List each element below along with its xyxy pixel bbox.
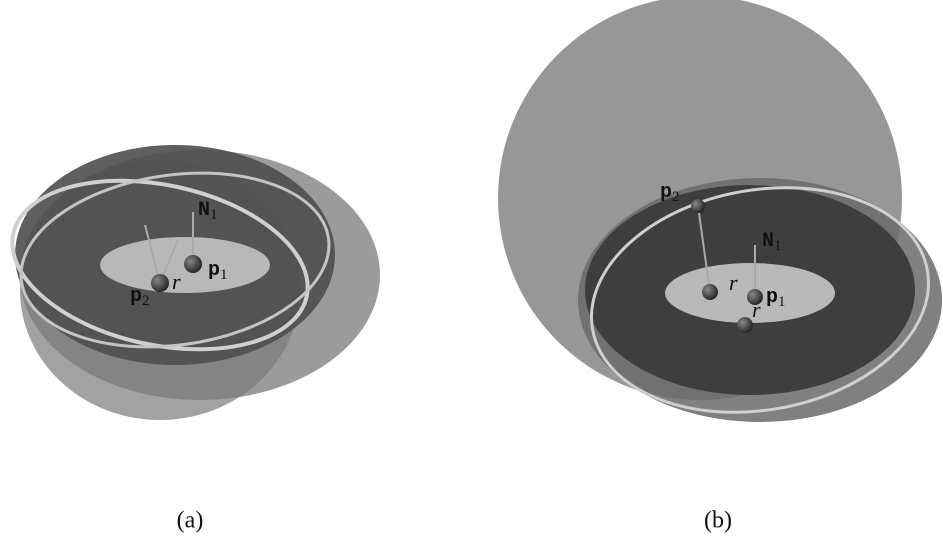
point-label: r <box>752 297 761 322</box>
label-base: r <box>172 269 181 294</box>
label-subscript: 1 <box>778 294 786 310</box>
label-base: p <box>208 259 220 282</box>
label-subscript: 2 <box>672 189 680 205</box>
panel-caption: (b) <box>704 508 732 534</box>
label-subscript: 1 <box>220 267 228 283</box>
label-base: p <box>766 286 778 309</box>
label-subscript: 1 <box>774 238 782 254</box>
point-label: r <box>172 269 181 294</box>
panel-b-render <box>498 0 943 438</box>
panel-a-render <box>0 145 380 420</box>
label-base: r <box>752 297 761 322</box>
label-subscript: 2 <box>142 293 150 309</box>
label-base: p <box>660 181 672 204</box>
point-label: r <box>729 270 738 295</box>
label-base: N <box>198 199 210 222</box>
panel-caption: (a) <box>177 508 204 534</box>
label-base: r <box>729 270 738 295</box>
figure: (a)N1p1p2r(b)p2N1p1rr <box>0 0 943 546</box>
label-base: p <box>130 285 142 308</box>
label-subscript: 1 <box>210 207 218 223</box>
label-base: N <box>762 230 774 253</box>
